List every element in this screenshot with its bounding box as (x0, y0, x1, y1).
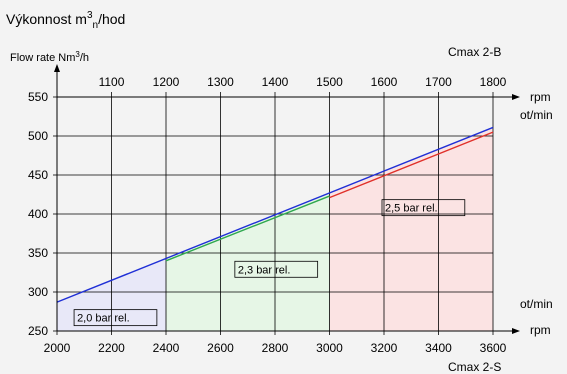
y-tick-label: 400 (28, 207, 48, 221)
bottom-tick-label: 3200 (371, 341, 398, 355)
y-tick-label: 450 (28, 168, 48, 182)
region-label-box (381, 199, 466, 217)
region-label-text: 2,0 bar rel. (77, 313, 130, 325)
bottom-tick-label: 2600 (207, 341, 234, 355)
top-tick-label: 1800 (480, 75, 507, 89)
top-tick-label: 1500 (316, 75, 343, 89)
y-tick-label: 300 (28, 285, 48, 299)
top-tick-label: 1700 (425, 75, 452, 89)
bottom-tick-label: 3400 (425, 341, 452, 355)
top-tick-label: 1600 (371, 75, 398, 89)
bottom-axis-unit-rpm: rpm (530, 323, 551, 337)
region-fill-3 (329, 127, 493, 331)
top-tick-label: 1200 (153, 75, 180, 89)
bottom-tick-label: 2200 (98, 341, 125, 355)
series-line-3 (329, 131, 494, 199)
data-series (56, 126, 494, 303)
region-label-box (73, 309, 158, 327)
region-label-2: 2,3 bar rel. (234, 260, 319, 278)
region-labels: 2,0 bar rel. 2,3 bar rel. 2,5 bar rel. (73, 199, 466, 327)
x-axis-top-arrow (512, 94, 520, 100)
region-label-text: 2,3 bar rel. (238, 264, 291, 276)
top-tick-label: 1300 (207, 75, 234, 89)
axes (53, 64, 520, 335)
pressure-regions (57, 127, 493, 331)
y-tick-label: 250 (28, 324, 48, 338)
y-axis-title: Flow rate Nm3/h (10, 50, 89, 64)
model-label-bottom: Cmax 2-S (448, 360, 501, 374)
top-axis-unit-otmin: ot/min (520, 108, 553, 122)
series-line-2 (165, 195, 330, 262)
top-tick-label: 1100 (99, 75, 125, 89)
region-label-3: 2,5 bar rel. (381, 199, 466, 217)
bottom-tick-label: 2800 (262, 341, 289, 355)
y-tick-label: 350 (28, 246, 48, 260)
chart-title-cz: Výkonnost m3n/hod (6, 10, 125, 31)
y-tick-label: 500 (28, 129, 48, 143)
region-fill-2 (166, 192, 330, 331)
x-axis-bottom-arrow (512, 328, 520, 334)
top-tick-label: 1400 (262, 75, 289, 89)
bottom-axis-unit-otmin: ot/min (520, 297, 553, 311)
tick-labels: 250 300 350 400 450 500 550 2000 2200 2400 2600 280… (28, 75, 507, 355)
region-label-1: 2,0 bar rel. (73, 309, 158, 327)
region-label-text: 2,5 bar rel. (385, 203, 438, 215)
bottom-tick-label: 3600 (480, 341, 507, 355)
series-line-1 (56, 126, 494, 303)
region-label-box (234, 260, 319, 278)
bottom-tick-label: 3000 (316, 341, 343, 355)
bottom-tick-label: 2400 (153, 341, 180, 355)
y-tick-label: 550 (28, 90, 48, 104)
y-axis-arrow (54, 64, 60, 72)
bottom-tick-label: 2000 (44, 341, 71, 355)
model-label-top: Cmax 2-B (448, 45, 501, 59)
top-axis-unit-rpm: rpm (530, 90, 551, 104)
